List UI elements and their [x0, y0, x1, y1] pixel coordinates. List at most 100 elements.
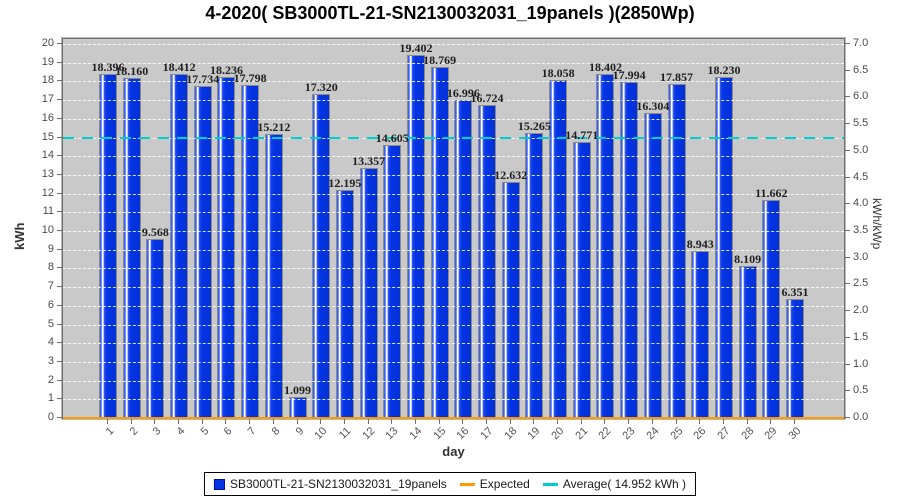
x-axis-tick: [130, 419, 132, 424]
gridline: [63, 100, 844, 102]
y-axis-tick-left: [57, 230, 62, 231]
bar-day-14: [406, 55, 425, 418]
bar-value-label: 15.265: [517, 118, 551, 133]
bar-day-3: [146, 239, 165, 418]
y-axis-tick-label-left: 19: [41, 55, 54, 68]
bar-value-label: 18.769: [423, 53, 457, 68]
bar-value-label: 17.734: [186, 72, 220, 87]
x-axis-tick: [414, 419, 416, 424]
bar-day-29: [762, 199, 781, 418]
gridline: [63, 44, 844, 45]
legend-label: Expected: [479, 477, 530, 491]
x-axis-tick: [320, 419, 322, 424]
bar-value-label: 12.632: [494, 167, 528, 182]
x-axis-tick: [367, 419, 369, 424]
y-axis-tick-label-left: 2: [47, 373, 54, 386]
bar-day-16: [454, 100, 473, 418]
bar-value-label: 19.402: [399, 41, 433, 56]
y-axis-tick-left: [57, 99, 62, 101]
x-axis-tick: [722, 419, 724, 424]
gridline: [63, 343, 844, 345]
gridline: [63, 212, 844, 214]
legend-line-swatch: [459, 482, 475, 486]
y-axis-tick-right: [845, 283, 850, 285]
y-axis-tick-label-left: 9: [47, 242, 54, 255]
y-axis-tick-label-right: 5.0: [853, 143, 869, 156]
y-axis-tick-left: [57, 398, 62, 400]
bar-day-27: [714, 77, 733, 418]
y-axis-tick-label-left: 7: [47, 280, 54, 293]
bar-day-25: [667, 84, 686, 418]
y-axis-tick-left: [57, 267, 62, 269]
average-line: [63, 137, 844, 140]
y-axis-tick-label-left: 13: [41, 167, 54, 180]
x-axis-tick: [391, 419, 393, 424]
bar-day-8: [264, 133, 283, 418]
x-axis-tick: [296, 419, 298, 424]
bar-value-label: 18.396: [91, 59, 125, 74]
y-axis-tick-label-right: 4.5: [853, 170, 869, 183]
x-axis-tick: [509, 419, 511, 424]
y-axis-tick-label-right: 1.0: [853, 357, 869, 370]
gridline: [63, 361, 844, 363]
y-axis-label-right: kWh/kWp: [870, 198, 884, 250]
x-axis-tick: [533, 419, 535, 424]
y-axis-tick-label-left: 11: [42, 205, 54, 218]
bar-value-label: 18.236: [209, 62, 243, 77]
x-axis-tick: [794, 419, 795, 424]
y-axis-tick-left: [57, 117, 62, 119]
legend-label: Average( 14.952 kWh ): [562, 477, 687, 491]
bar-day-18: [501, 181, 520, 418]
bar-day-17: [478, 105, 497, 418]
legend-item: Expected: [459, 477, 530, 491]
gridline: [63, 231, 844, 232]
gridline: [63, 174, 844, 176]
y-axis-tick-label-right: 3.0: [853, 250, 869, 263]
y-axis-tick-label-right: 6.0: [853, 90, 869, 103]
y-axis-tick-right: [845, 96, 850, 98]
y-axis-tick-right: [845, 256, 850, 258]
y-axis-tick-right: [845, 417, 850, 418]
y-axis-tick-left: [57, 43, 62, 44]
x-axis-tick: [343, 419, 345, 424]
y-axis-tick-label-left: 12: [41, 186, 54, 199]
y-axis-tick-left: [57, 211, 62, 213]
x-axis-tick: [557, 419, 559, 424]
gridline: [63, 249, 844, 251]
y-axis-tick-label-left: 15: [41, 130, 54, 143]
legend: SB3000TL-21-SN2130032031_19panels Expecte…: [203, 472, 697, 496]
y-axis-tick-left: [57, 286, 62, 288]
y-axis-tick-right: [845, 149, 850, 151]
y-axis-tick-label-left: 17: [41, 93, 54, 106]
y-axis-tick-left: [57, 342, 62, 344]
bar-day-9: [288, 397, 307, 418]
gridline: [63, 118, 844, 120]
gridline: [63, 324, 844, 326]
y-axis-tick-left: [57, 248, 62, 250]
y-axis-tick-left: [57, 61, 62, 63]
y-axis-tick-left: [57, 417, 62, 418]
bar-day-4: [170, 73, 189, 418]
bar-day-28: [738, 266, 757, 418]
bar-value-label: 18.230: [707, 63, 741, 78]
x-axis-tick: [486, 419, 488, 424]
y-axis-tick-label-left: 5: [47, 317, 54, 330]
bar-value-label: 18.402: [588, 59, 622, 74]
bar-value-label: 8.943: [686, 236, 714, 251]
bar-value-label: 16.724: [470, 91, 504, 106]
plot-area: 18.396 18.160 9.568 18.412 17.734 18.236 17.79…: [61, 37, 846, 420]
y-axis-tick-label-left: 16: [41, 111, 54, 124]
bar-value-label: 15.212: [257, 119, 291, 134]
x-axis-tick: [628, 419, 630, 424]
y-axis-tick-right: [845, 203, 850, 205]
y-axis-tick-label-left: 10: [41, 224, 54, 236]
y-axis-tick-right: [845, 176, 850, 178]
gridline: [63, 287, 844, 289]
y-axis-tick-label-left: 3: [47, 354, 54, 367]
y-axis-tick-left: [57, 192, 62, 194]
gridline: [63, 81, 844, 83]
bar-value-label: 17.994: [612, 67, 646, 82]
x-axis-tick: [462, 419, 464, 424]
y-axis-tick-left: [57, 360, 62, 362]
